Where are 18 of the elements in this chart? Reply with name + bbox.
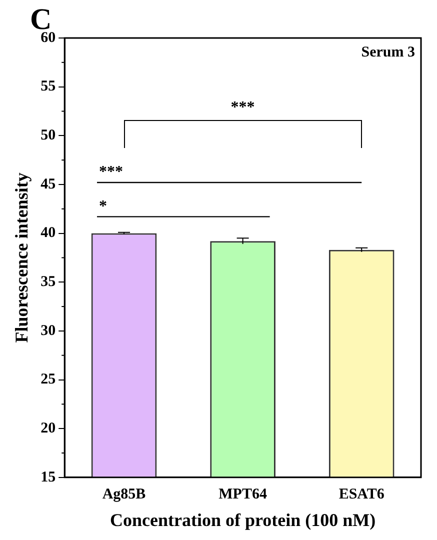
- annotation: Serum 3: [361, 44, 415, 60]
- y-tick-label: 45: [40, 176, 56, 192]
- x-tick-label: Ag85B: [102, 486, 146, 502]
- y-tick-label: 50: [40, 128, 56, 144]
- y-axis-title: Fluorescence intensity: [11, 172, 32, 343]
- y-tick-label: 15: [40, 469, 56, 486]
- y-tick-label: 35: [40, 274, 56, 290]
- y-tick-label: 30: [40, 322, 56, 339]
- y-tick-label: 40: [40, 225, 56, 242]
- y-tick-label: 25: [40, 372, 56, 388]
- x-tick-label: ESAT6: [338, 486, 385, 502]
- ref-line-label: ***: [99, 164, 123, 181]
- y-tick-label: 55: [40, 78, 56, 95]
- x-tick-label: MPT64: [218, 486, 268, 502]
- y-tick-label: 20: [40, 420, 56, 436]
- x-axis-title: Concentration of protein (100 nM): [110, 510, 376, 530]
- annotation: ***: [230, 99, 255, 116]
- ref-line-label: *: [99, 198, 107, 215]
